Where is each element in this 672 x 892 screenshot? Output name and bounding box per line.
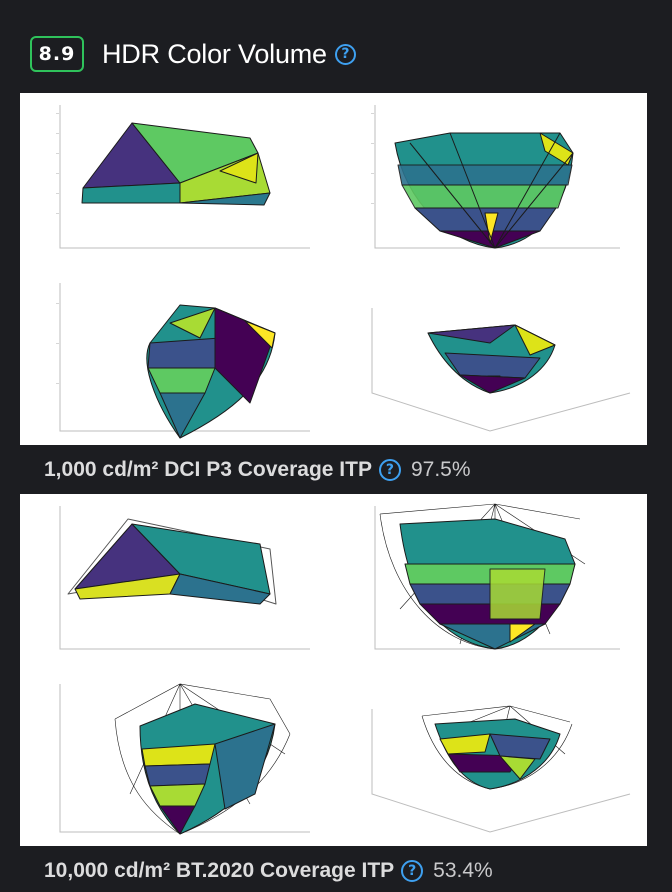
color-volume-plots-p3 [56,105,631,439]
color-volume-plots-bt2020 [59,503,631,835]
section-header: 8.9 HDR Color Volume ? [30,34,356,74]
caption-bt2020: 10,000 cd/m² BT.2020 Coverage ITP ? 53.4… [44,856,493,886]
question-circle-icon[interactable]: ? [378,459,401,481]
color-volume-image-bt2020 [20,494,647,846]
measurement-value: 97.5% [410,458,471,481]
question-circle-icon[interactable]: ? [334,43,356,65]
measurement-label: 1,000 cd/m² DCI P3 Coverage ITP [44,458,372,481]
color-volume-image-p3 [20,93,647,445]
measurement-value: 53.4% [433,859,493,882]
caption-p3: 1,000 cd/m² DCI P3 Coverage ITP ? 97.5% [44,455,471,485]
measurement-label: 10,000 cd/m² BT.2020 Coverage ITP [44,859,395,882]
score-badge: 8.9 [30,36,84,72]
question-circle-icon[interactable]: ? [401,860,424,882]
section-title: HDR Color Volume [102,38,327,69]
